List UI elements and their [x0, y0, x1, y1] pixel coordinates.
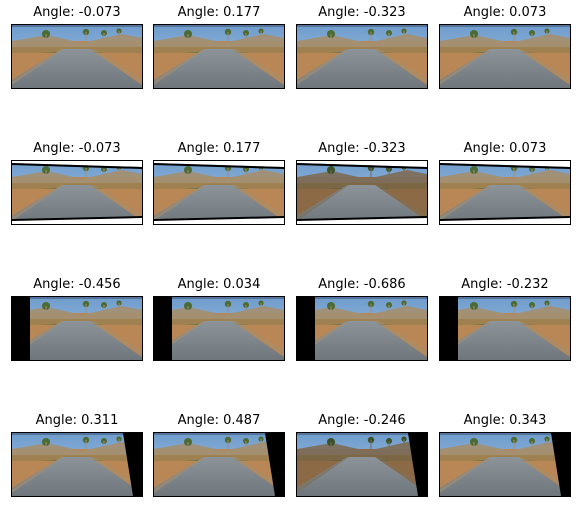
panel-title: Angle: -0.456: [33, 277, 121, 292]
panel-title: Angle: 0.073: [463, 141, 547, 156]
panel-title: Angle: -0.323: [318, 5, 406, 20]
panel-title: Angle: 0.487: [177, 413, 261, 428]
sample-panel: Angle: -0.073: [11, 140, 143, 226]
sample-panel: Angle: -0.073: [11, 4, 143, 90]
panel-title: Angle: 0.311: [35, 413, 119, 428]
sample-panel: Angle: -0.323: [296, 140, 428, 226]
sample-panel: Angle: -0.323: [296, 4, 428, 90]
road-scene-graphic: [440, 433, 570, 496]
sample-panel: Angle: 0.177: [153, 4, 285, 90]
road-image: [296, 296, 428, 361]
road-image: [11, 160, 143, 225]
panel-title: Angle: 0.343: [463, 413, 547, 428]
road-image: [296, 160, 428, 225]
road-image: [11, 24, 143, 89]
road-image: [296, 432, 428, 497]
sample-panel: Angle: 0.343: [439, 412, 571, 498]
road-scene-graphic: [440, 25, 570, 88]
sample-panel: Angle: -0.456: [11, 276, 143, 362]
road-scene-graphic: [440, 297, 570, 360]
road-image: [296, 24, 428, 89]
road-scene-graphic: [154, 297, 284, 360]
panel-title: Angle: 0.073: [463, 5, 547, 20]
road-image: [153, 432, 285, 497]
road-scene-graphic: [154, 161, 284, 224]
road-image: [439, 24, 571, 89]
road-scene-graphic: [297, 433, 427, 496]
road-scene-graphic: [12, 433, 142, 496]
panel-title: Angle: 0.177: [177, 5, 261, 20]
road-image: [11, 296, 143, 361]
panel-title: Angle: 0.177: [177, 141, 261, 156]
panel-title: Angle: -0.246: [318, 413, 406, 428]
road-scene-graphic: [297, 161, 427, 224]
sample-panel: Angle: 0.177: [153, 140, 285, 226]
sample-panel: Angle: -0.686: [296, 276, 428, 362]
road-scene-graphic: [12, 25, 142, 88]
sample-panel: Angle: -0.232: [439, 276, 571, 362]
road-scene-graphic: [440, 161, 570, 224]
panel-title: Angle: 0.034: [177, 277, 261, 292]
road-image: [153, 296, 285, 361]
road-scene-graphic: [154, 25, 284, 88]
sample-panel: Angle: 0.034: [153, 276, 285, 362]
sample-panel: Angle: 0.073: [439, 4, 571, 90]
road-scene-graphic: [12, 161, 142, 224]
road-scene-graphic: [297, 297, 427, 360]
road-scene-graphic: [297, 25, 427, 88]
road-image: [439, 160, 571, 225]
road-image: [439, 296, 571, 361]
panel-title: Angle: -0.073: [33, 5, 121, 20]
panel-title: Angle: -0.232: [461, 277, 549, 292]
road-image: [153, 24, 285, 89]
panel-title: Angle: -0.073: [33, 141, 121, 156]
panel-title: Angle: -0.686: [318, 277, 406, 292]
sample-panel: Angle: -0.246: [296, 412, 428, 498]
road-scene-graphic: [154, 433, 284, 496]
sample-panel: Angle: 0.487: [153, 412, 285, 498]
road-image: [11, 432, 143, 497]
road-image: [439, 432, 571, 497]
road-image: [153, 160, 285, 225]
sample-panel: Angle: 0.073: [439, 140, 571, 226]
road-scene-graphic: [12, 297, 142, 360]
sample-panel: Angle: 0.311: [11, 412, 143, 498]
panel-title: Angle: -0.323: [318, 141, 406, 156]
